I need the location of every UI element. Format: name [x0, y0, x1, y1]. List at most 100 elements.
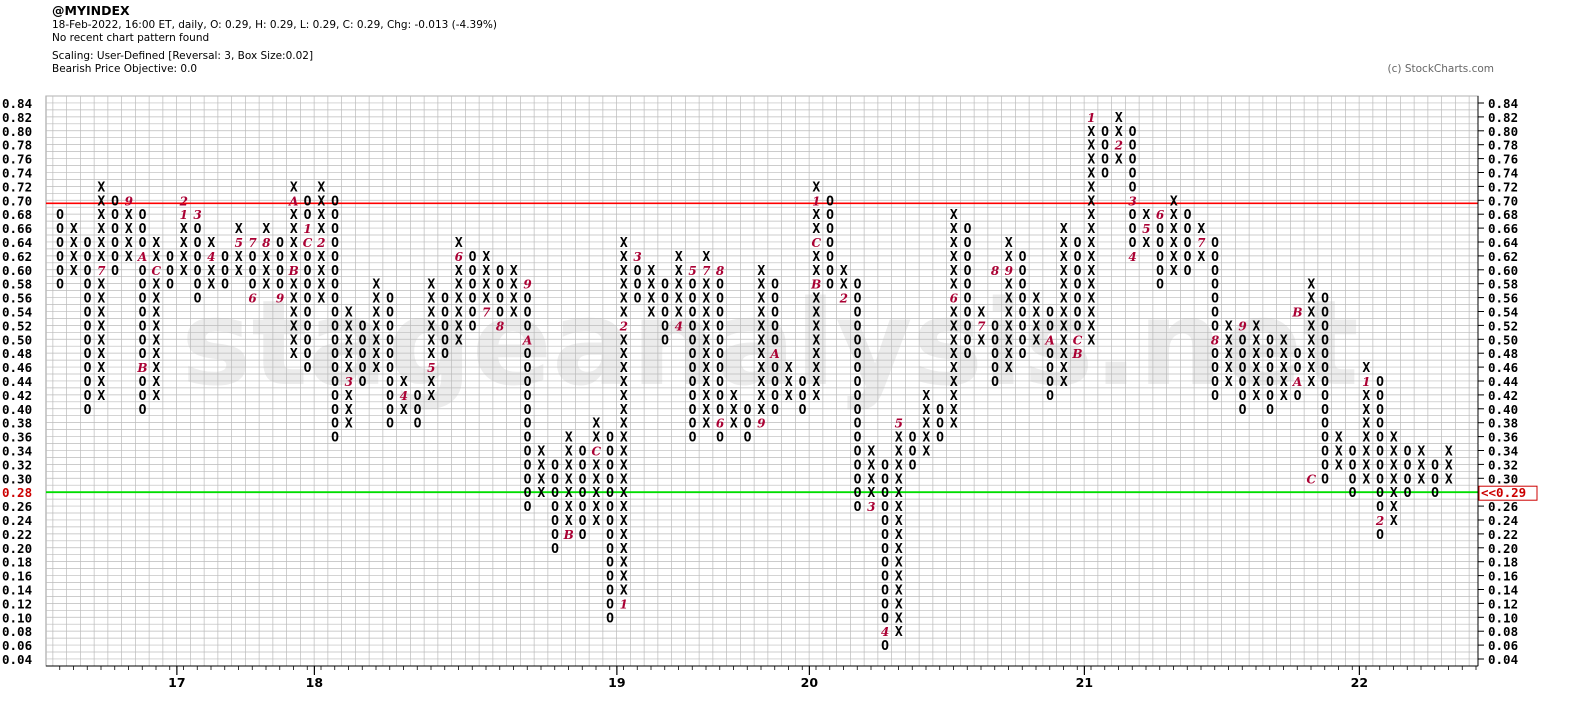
x-box: X	[1060, 347, 1068, 362]
o-box: O	[854, 278, 862, 293]
y-tick-label-left: 0.70	[2, 193, 32, 208]
x-box: X	[1362, 445, 1370, 460]
o-box: O	[331, 389, 339, 404]
month-marker: 3	[633, 250, 641, 264]
x-box: X	[1280, 347, 1288, 362]
x-box: X	[537, 458, 545, 473]
x-box: X	[702, 403, 710, 418]
o-box: O	[331, 292, 339, 307]
y-tick-label-right: 0.10	[1488, 610, 1518, 625]
o-box: O	[881, 597, 889, 612]
o-box: O	[469, 319, 477, 334]
month-marker: 1	[180, 208, 188, 222]
x-box: X	[1087, 222, 1095, 237]
x-box: X	[565, 431, 573, 446]
o-box: O	[84, 319, 92, 334]
o-box: O	[551, 486, 559, 501]
o-box: O	[84, 250, 92, 265]
x-box: X	[1060, 319, 1068, 334]
x-box: X	[1170, 236, 1178, 251]
x-box: X	[1005, 361, 1013, 376]
o-box: O	[964, 250, 972, 265]
x-box: X	[455, 264, 463, 279]
o-box: O	[386, 347, 394, 362]
x-box: X	[950, 347, 958, 362]
x-box: X	[922, 445, 930, 460]
o-box: O	[579, 528, 587, 543]
x-box: X	[812, 180, 820, 195]
o-box: O	[936, 403, 944, 418]
x-box: X	[152, 278, 160, 293]
o-box: O	[771, 278, 779, 293]
o-box: O	[854, 306, 862, 321]
o-box: O	[826, 194, 834, 209]
o-box: O	[881, 556, 889, 571]
x-box: X	[1087, 153, 1095, 168]
x-box: X	[620, 458, 628, 473]
x-box: X	[647, 306, 655, 321]
o-box: O	[689, 375, 697, 390]
x-box: X	[1362, 458, 1370, 473]
x-box: X	[1032, 292, 1040, 307]
month-marker: B	[1291, 306, 1302, 320]
o-box: O	[414, 417, 422, 432]
x-box: X	[620, 264, 628, 279]
o-box: O	[1376, 528, 1384, 543]
o-box: O	[386, 361, 394, 376]
x-box: X	[1087, 250, 1095, 265]
month-marker: 2	[839, 292, 848, 306]
o-box: O	[111, 236, 119, 251]
y-tick-label-right: 0.18	[1488, 555, 1518, 570]
x-box: X	[1032, 319, 1040, 334]
o-box: O	[84, 292, 92, 307]
y-tick-label-right: 0.14	[1488, 583, 1518, 598]
x-box: X	[702, 375, 710, 390]
o-box: O	[524, 500, 532, 515]
x-box: X	[152, 347, 160, 362]
x-box: X	[675, 278, 683, 293]
o-box: O	[964, 278, 972, 293]
x-box: X	[620, 347, 628, 362]
month-marker: 6	[1156, 208, 1165, 222]
y-tick-label-left: 0.22	[2, 527, 32, 542]
o-box: O	[194, 222, 202, 237]
x-box: X	[977, 306, 985, 321]
x-box: X	[950, 278, 958, 293]
x-box: X	[1280, 333, 1288, 348]
o-box: O	[524, 347, 532, 362]
o-box: O	[661, 278, 669, 293]
o-box: O	[771, 333, 779, 348]
x-box: X	[372, 333, 380, 348]
o-box: O	[139, 333, 147, 348]
o-box: O	[304, 194, 312, 209]
x-box: X	[1005, 306, 1013, 321]
o-box: O	[524, 361, 532, 376]
x-box: X	[1362, 417, 1370, 432]
o-box: O	[661, 319, 669, 334]
o-box: O	[1294, 389, 1302, 404]
o-box: O	[1321, 292, 1329, 307]
o-box: O	[716, 292, 724, 307]
x-box: X	[812, 347, 820, 362]
x-box: X	[1087, 139, 1095, 154]
x-box: X	[620, 403, 628, 418]
x-box: X	[345, 319, 353, 334]
x-box: X	[152, 306, 160, 321]
x-box: X	[372, 319, 380, 334]
x-box: X	[180, 264, 188, 279]
x-box: X	[290, 222, 298, 237]
o-box: O	[359, 319, 367, 334]
o-box: O	[1184, 208, 1192, 223]
x-box: X	[290, 236, 298, 251]
o-box: O	[826, 264, 834, 279]
x-box: X	[895, 514, 903, 529]
x-box: X	[757, 264, 765, 279]
y-tick-label-right: 0.72	[1488, 179, 1518, 194]
y-tick-label-right: 0.80	[1488, 124, 1518, 139]
x-box: X	[70, 250, 78, 265]
x-box: X	[1087, 333, 1095, 348]
x-box: X	[235, 264, 243, 279]
x-box: X	[592, 431, 600, 446]
x-box: X	[647, 278, 655, 293]
